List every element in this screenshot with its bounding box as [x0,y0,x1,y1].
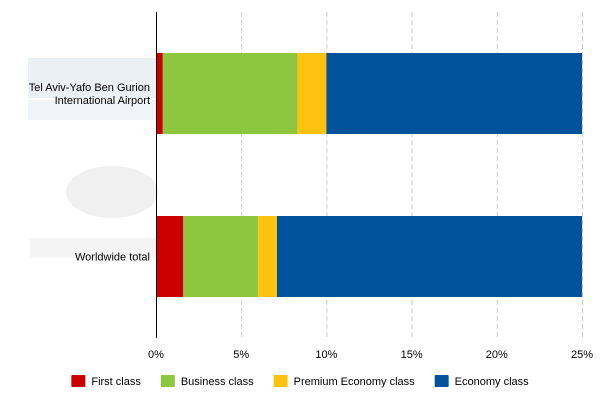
bars [156,53,582,297]
category-label-1-0: Worldwide total [75,252,150,264]
oag-logo-watermark [30,166,170,258]
legend-label-3: Economy class [455,376,529,388]
x-tick-label-1: 5% [233,349,249,361]
legend-item-0: First class [71,375,141,388]
legend-swatch-1 [160,375,175,387]
legend: First class Business class Premium Economy… [71,375,529,388]
x-tick-label-0: 0% [148,349,164,361]
bar-segment-0-0 [156,53,163,134]
legend-label-0: First class [91,376,141,388]
x-tick-label-2: 10% [315,349,337,361]
legend-item-1: Business class [160,375,254,388]
capa-logo-watermark [28,58,168,120]
legend-item-3: Economy class [434,375,529,388]
legend-swatch-0 [71,375,86,387]
bar-segment-1-1 [183,216,259,297]
x-tick-label-3: 15% [401,349,423,361]
category-label-0-1: International Airport [55,95,150,107]
legend-swatch-2 [273,375,288,387]
bar-segment-1-3 [276,216,582,297]
legend-label-1: Business class [181,376,254,388]
legend-item-2: Premium Economy class [273,375,416,388]
watermark-logos [28,58,170,258]
x-tick-label-5: 25% [571,349,593,361]
bar-segment-0-1 [162,53,298,134]
bar-segment-1-2 [258,216,277,297]
bar-segment-0-2 [297,53,327,134]
grid-lines [241,12,583,338]
category-label-0-0: Tel Aviv-Yafo Ben Gurion [29,82,150,94]
bar-segment-0-3 [326,53,582,134]
legend-label-2: Premium Economy class [294,376,416,388]
x-tick-label-4: 20% [486,349,508,361]
bar-segment-1-0 [156,216,184,297]
legend-swatch-3 [434,375,449,387]
x-tick-labels: 0% 5% 10% 15% 20% 25% [148,349,593,361]
